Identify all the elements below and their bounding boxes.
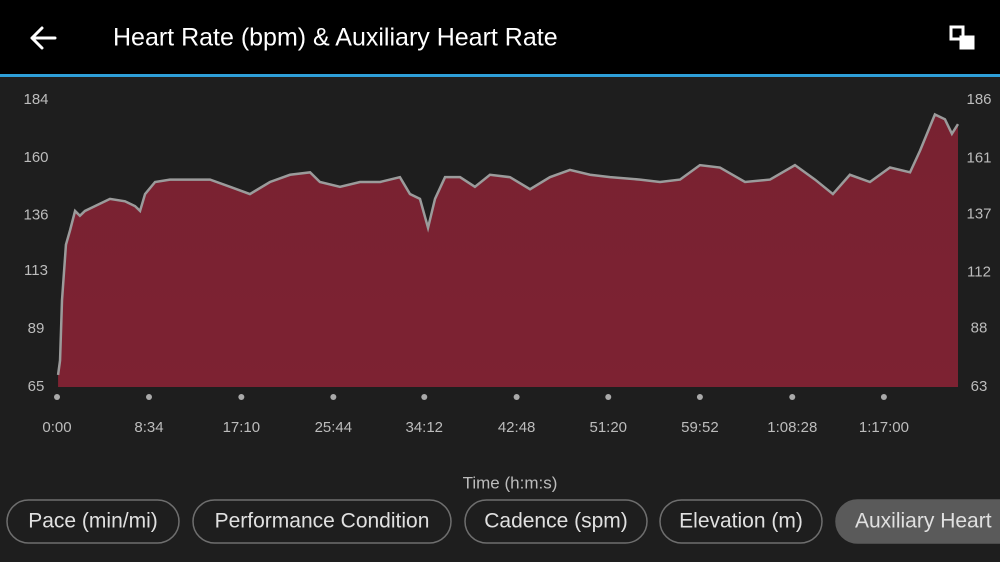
y2-tick-label: 112 <box>967 264 991 281</box>
tab-label: Cadence (spm) <box>484 510 628 533</box>
x-tick-label: 1:08:28 <box>767 419 817 436</box>
line <box>56 112 960 376</box>
back-button[interactable] <box>30 26 57 50</box>
tab-pill[interactable] <box>464 499 648 544</box>
area <box>58 114 958 388</box>
y-tick-label: 65 <box>28 378 45 395</box>
tab-label: Performance Condition <box>215 510 430 533</box>
x-tick-label: 42:48 <box>498 419 536 436</box>
y2-tick-label: 161 <box>966 149 991 166</box>
x-tick-dot <box>696 394 703 400</box>
tab[interactable]: Elevation (m) <box>659 499 823 544</box>
tab[interactable]: Pace (min/mi) <box>6 499 180 544</box>
x-tick-dot <box>421 394 428 400</box>
x-tick-dot <box>145 394 152 400</box>
x-tick-dot <box>880 394 887 400</box>
y-tick-label: 136 <box>23 207 48 224</box>
y-tick-label: 184 <box>23 91 48 108</box>
page-title: Heart Rate (bpm) & Auxiliary Heart Rate <box>113 24 558 52</box>
tab-pill[interactable] <box>6 499 180 544</box>
x-tick-dot <box>238 394 245 400</box>
x-tick-dot <box>789 394 796 400</box>
y2-tick-label: 186 <box>966 91 991 108</box>
tab-pill[interactable] <box>192 499 452 544</box>
y2-tick-label: 63 <box>971 378 988 395</box>
y2-tick-label: 137 <box>966 205 991 222</box>
tab-pill[interactable] <box>659 499 823 544</box>
x-tick-label: 59:52 <box>681 419 719 436</box>
tab-pill[interactable] <box>835 499 1000 544</box>
tab-label: Elevation (m) <box>679 510 803 533</box>
tab[interactable]: Performance Condition <box>192 499 452 544</box>
x-tick-label: 51:20 <box>589 419 627 436</box>
header-accent <box>0 74 1000 77</box>
x-tick-dot <box>605 394 612 400</box>
y-tick-label: 113 <box>24 262 48 279</box>
tab-label: Pace (min/mi) <box>28 510 158 533</box>
y-tick-label: 160 <box>23 149 48 166</box>
fullscreen-button[interactable] <box>949 25 975 50</box>
y2-tick-label: 88 <box>971 320 988 337</box>
x-tick-label: 34:12 <box>405 419 443 436</box>
tab-label: Auxiliary Heart <box>855 510 992 533</box>
y-tick-label: 89 <box>28 320 45 337</box>
x-tick-label: 0:00 <box>42 419 71 436</box>
x-tick-label: 25:44 <box>315 419 353 436</box>
x-tick-dot <box>330 394 337 400</box>
tab[interactable]: Cadence (spm) <box>464 499 648 544</box>
tab[interactable]: Auxiliary Heart <box>835 499 1000 544</box>
x-tick-label: 8:34 <box>134 419 163 436</box>
x-tick-label: 1:17:00 <box>859 419 909 436</box>
x-tick-dot <box>513 394 520 400</box>
x-tick-label: 17:10 <box>223 419 261 436</box>
x-axis-label: Time (h:m:s) <box>463 473 558 492</box>
header-bar <box>0 0 1000 74</box>
x-tick-dot <box>54 394 60 400</box>
